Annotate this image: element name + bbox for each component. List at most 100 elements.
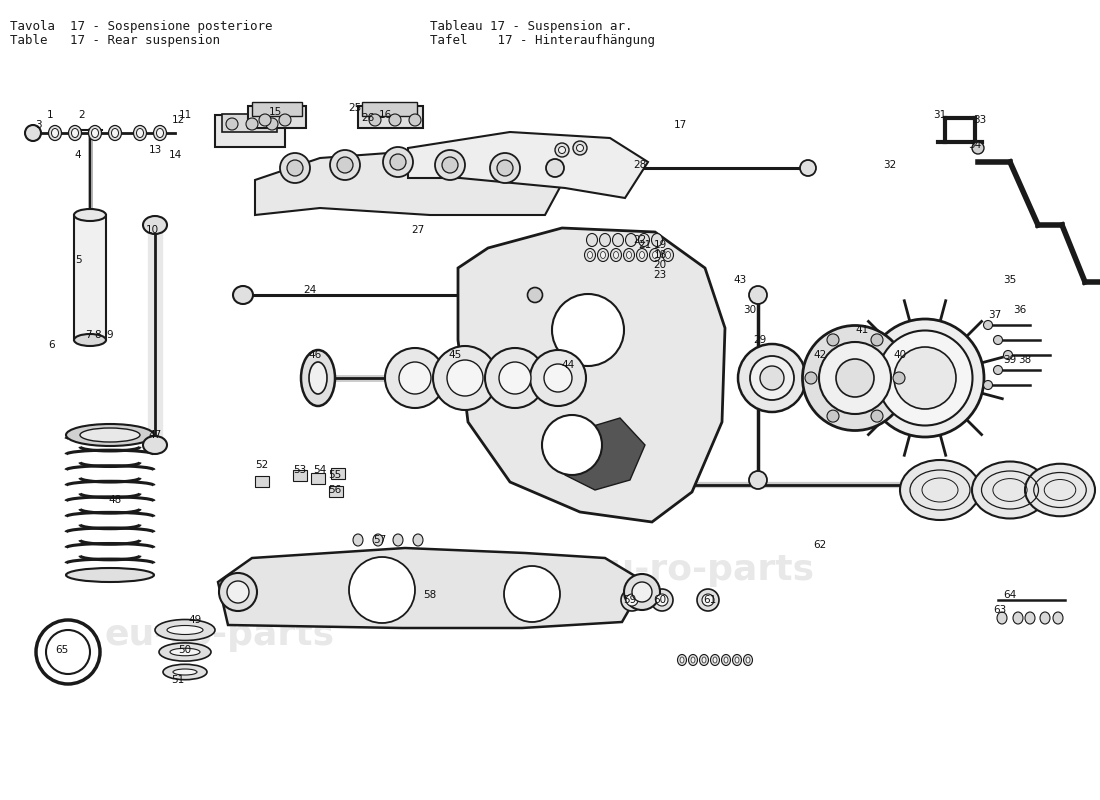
Ellipse shape — [399, 362, 431, 394]
Text: 12: 12 — [172, 115, 185, 125]
Text: 49: 49 — [188, 615, 201, 625]
Ellipse shape — [1025, 464, 1094, 516]
Ellipse shape — [638, 234, 649, 246]
Ellipse shape — [651, 234, 662, 246]
Ellipse shape — [68, 126, 81, 141]
Circle shape — [246, 118, 258, 130]
Ellipse shape — [738, 344, 806, 412]
Ellipse shape — [746, 657, 750, 663]
Ellipse shape — [624, 249, 635, 262]
Ellipse shape — [724, 657, 728, 663]
Circle shape — [368, 114, 381, 126]
Text: 58: 58 — [424, 590, 437, 600]
Ellipse shape — [639, 251, 645, 258]
Ellipse shape — [499, 362, 531, 394]
Text: Table   17 - Rear suspension: Table 17 - Rear suspension — [10, 34, 220, 47]
Ellipse shape — [656, 594, 668, 606]
Text: 64: 64 — [1003, 590, 1016, 600]
Ellipse shape — [689, 654, 697, 666]
Ellipse shape — [373, 534, 383, 546]
Ellipse shape — [143, 436, 167, 454]
Ellipse shape — [972, 462, 1048, 518]
Ellipse shape — [66, 424, 154, 446]
Text: 20: 20 — [653, 260, 667, 270]
Text: 54: 54 — [314, 465, 327, 475]
Text: 25: 25 — [349, 103, 362, 113]
Text: 51: 51 — [172, 675, 185, 685]
Ellipse shape — [637, 249, 648, 262]
Text: 24: 24 — [304, 285, 317, 295]
Text: 10: 10 — [145, 225, 158, 235]
Text: 6: 6 — [48, 340, 55, 350]
Ellipse shape — [170, 648, 200, 656]
Bar — [214, 115, 285, 147]
Ellipse shape — [866, 319, 984, 437]
Text: 16: 16 — [378, 110, 392, 120]
Circle shape — [490, 153, 520, 183]
Ellipse shape — [649, 249, 660, 262]
Text: 26: 26 — [362, 113, 375, 123]
Ellipse shape — [576, 145, 583, 151]
Text: 34: 34 — [968, 140, 981, 150]
Ellipse shape — [600, 234, 610, 246]
Text: 60: 60 — [653, 595, 667, 605]
Circle shape — [434, 150, 465, 180]
Bar — [311, 473, 324, 484]
Text: 35: 35 — [1003, 275, 1016, 285]
Text: 29: 29 — [754, 335, 767, 345]
Ellipse shape — [820, 342, 891, 414]
Ellipse shape — [993, 335, 1002, 345]
Ellipse shape — [993, 366, 1002, 374]
Ellipse shape — [713, 657, 717, 663]
Ellipse shape — [72, 129, 78, 138]
Circle shape — [504, 566, 560, 622]
Ellipse shape — [691, 657, 695, 663]
Text: 32: 32 — [883, 160, 896, 170]
Circle shape — [337, 157, 353, 173]
Ellipse shape — [1003, 350, 1012, 359]
Ellipse shape — [610, 249, 621, 262]
Ellipse shape — [744, 654, 752, 666]
Circle shape — [552, 294, 624, 366]
Ellipse shape — [702, 594, 714, 606]
Text: 5: 5 — [75, 255, 81, 265]
Bar — [358, 106, 424, 128]
Text: 2: 2 — [79, 110, 86, 120]
Ellipse shape — [624, 574, 660, 610]
Circle shape — [871, 410, 883, 422]
Ellipse shape — [546, 159, 564, 177]
Ellipse shape — [749, 471, 767, 489]
Ellipse shape — [167, 626, 204, 634]
Text: 19: 19 — [653, 240, 667, 250]
Ellipse shape — [632, 582, 652, 602]
Ellipse shape — [136, 129, 143, 138]
Text: 7: 7 — [85, 330, 91, 340]
Ellipse shape — [711, 654, 719, 666]
Ellipse shape — [233, 286, 253, 304]
Circle shape — [409, 114, 421, 126]
Ellipse shape — [733, 654, 741, 666]
Ellipse shape — [528, 287, 542, 302]
Ellipse shape — [627, 251, 631, 258]
Bar — [329, 486, 343, 497]
Text: Tafel    17 - Hinteraufhängung: Tafel 17 - Hinteraufhängung — [430, 34, 654, 47]
Ellipse shape — [160, 643, 211, 661]
Text: 8: 8 — [95, 330, 101, 340]
Polygon shape — [408, 132, 648, 198]
Ellipse shape — [309, 362, 327, 394]
Ellipse shape — [666, 251, 671, 258]
Circle shape — [280, 153, 310, 183]
Text: 27: 27 — [411, 225, 425, 235]
Ellipse shape — [750, 356, 794, 400]
Ellipse shape — [836, 359, 874, 397]
Ellipse shape — [587, 251, 593, 258]
Ellipse shape — [485, 348, 544, 408]
Circle shape — [287, 160, 303, 176]
Ellipse shape — [601, 251, 605, 258]
Ellipse shape — [722, 654, 730, 666]
Text: 61: 61 — [703, 595, 716, 605]
Ellipse shape — [621, 589, 643, 611]
Text: 39: 39 — [1003, 355, 1016, 365]
Ellipse shape — [52, 129, 58, 138]
Ellipse shape — [626, 594, 638, 606]
